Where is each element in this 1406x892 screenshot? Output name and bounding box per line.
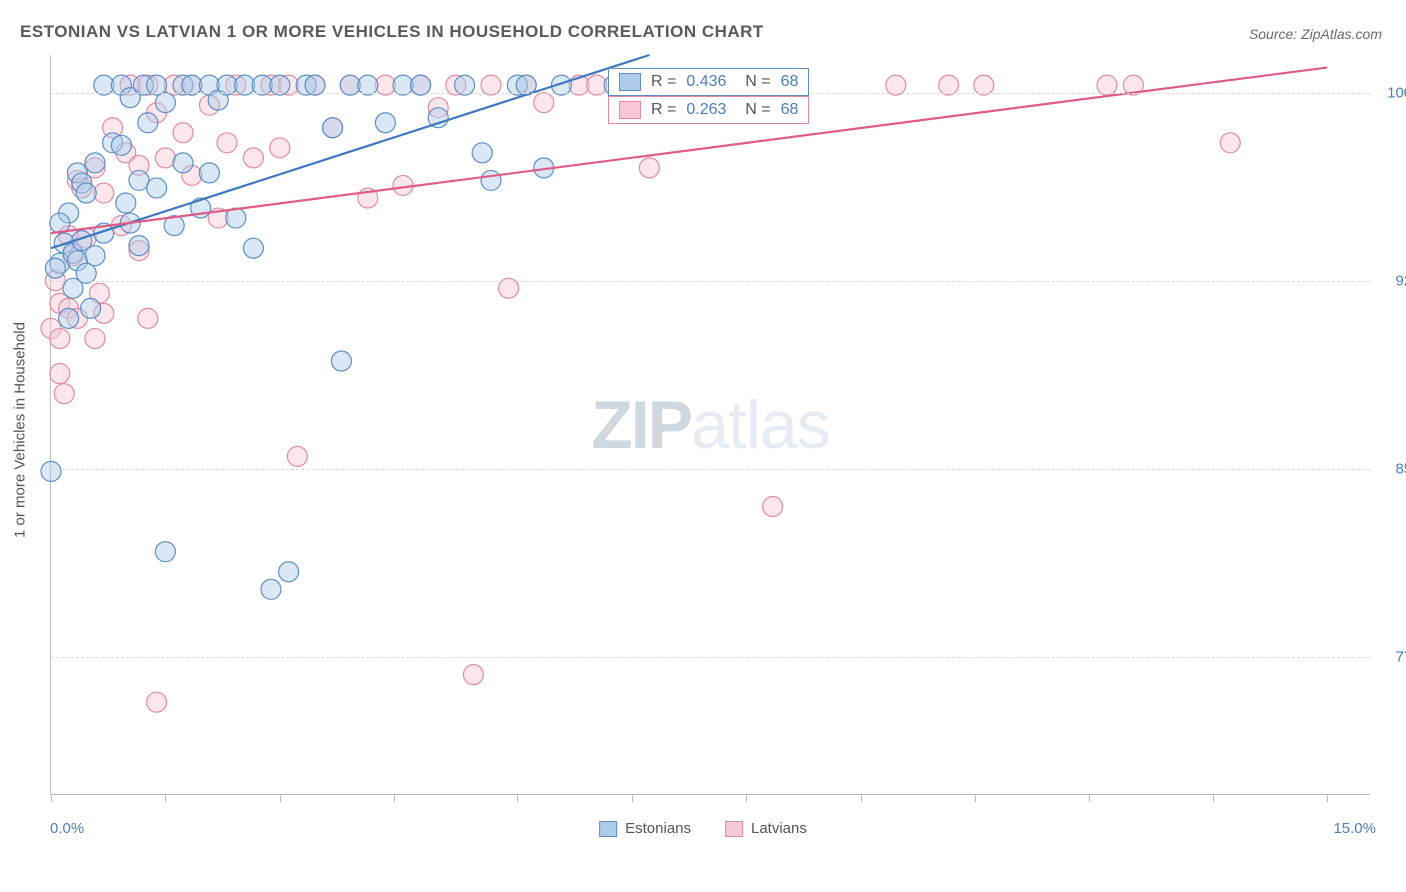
x-tick [517, 794, 518, 802]
bottom-legend: Estonians Latvians [599, 820, 807, 837]
legend-label: Latvians [751, 820, 807, 837]
data-point [463, 665, 483, 685]
data-point [85, 153, 105, 173]
data-point [763, 497, 783, 517]
data-point [323, 118, 343, 138]
x-tick [280, 794, 281, 802]
legend-n-label: N = [736, 73, 770, 91]
x-tick [975, 794, 976, 802]
data-point [129, 236, 149, 256]
regression-legend-row: R = 0.436 N = 68 [609, 69, 808, 95]
x-tick [51, 794, 52, 802]
data-point [261, 579, 281, 599]
data-point [155, 148, 175, 168]
gridline [51, 469, 1370, 470]
source-credit: Source: ZipAtlas.com [1249, 26, 1382, 42]
data-point [279, 562, 299, 582]
legend-swatch [725, 821, 743, 837]
chart-svg [51, 55, 1370, 794]
x-tick [1089, 794, 1090, 802]
legend-r-label: R = [651, 73, 676, 91]
x-axis-min-label: 0.0% [50, 820, 84, 837]
gridline [51, 657, 1370, 658]
data-point [481, 170, 501, 190]
chart-title: ESTONIAN VS LATVIAN 1 OR MORE VEHICLES I… [20, 22, 764, 42]
data-point [270, 138, 290, 158]
data-point [138, 113, 158, 133]
data-point [155, 93, 175, 113]
data-point [50, 364, 70, 384]
data-point [173, 153, 193, 173]
data-point [147, 178, 167, 198]
x-tick [1213, 794, 1214, 802]
data-point [1220, 133, 1240, 153]
legend-r-value: 0.436 [686, 73, 726, 91]
data-point [155, 542, 175, 562]
legend-r-label: R = [651, 101, 676, 119]
data-point [50, 328, 70, 348]
y-tick-label: 100.0% [1378, 84, 1406, 101]
legend-r-value: 0.263 [686, 101, 726, 119]
data-point [85, 328, 105, 348]
legend-n-value: 68 [781, 101, 799, 119]
x-axis-max-label: 15.0% [1333, 820, 1376, 837]
y-tick-label: 92.5% [1378, 272, 1406, 289]
data-point [375, 113, 395, 133]
legend-n-value: 68 [781, 73, 799, 91]
legend-swatch [619, 101, 641, 119]
data-point [138, 308, 158, 328]
legend-n-label: N = [736, 101, 770, 119]
data-point [243, 238, 263, 258]
x-tick [632, 794, 633, 802]
x-tick [165, 794, 166, 802]
data-point [639, 158, 659, 178]
data-point [59, 308, 79, 328]
legend-label: Estonians [625, 820, 691, 837]
data-point [472, 143, 492, 163]
legend-swatch [599, 821, 617, 837]
data-point [76, 183, 96, 203]
data-point [54, 384, 74, 404]
data-point [94, 183, 114, 203]
data-point [147, 692, 167, 712]
bottom-legend-item: Estonians [599, 820, 691, 837]
data-point [85, 246, 105, 266]
data-point [111, 135, 131, 155]
plot-area: ZIPatlas 100.0%92.5%85.0%77.5%R = 0.436 … [50, 55, 1370, 795]
data-point [173, 123, 193, 143]
data-point [534, 93, 554, 113]
regression-legend-row: R = 0.263 N = 68 [609, 97, 808, 123]
data-point [45, 258, 65, 278]
x-tick [394, 794, 395, 802]
data-point [217, 133, 237, 153]
y-tick-label: 77.5% [1378, 649, 1406, 666]
legend-swatch [619, 73, 641, 91]
data-point [129, 170, 149, 190]
data-point [243, 148, 263, 168]
y-tick-label: 85.0% [1378, 460, 1406, 477]
gridline [51, 281, 1370, 282]
data-point [116, 193, 136, 213]
x-tick [861, 794, 862, 802]
data-point [287, 446, 307, 466]
y-axis-title: 1 or more Vehicles in Household [12, 322, 29, 538]
data-point [81, 298, 101, 318]
bottom-legend-item: Latvians [725, 820, 807, 837]
data-point [331, 351, 351, 371]
data-point [41, 461, 61, 481]
x-tick [746, 794, 747, 802]
x-tick [1327, 794, 1328, 802]
data-point [199, 163, 219, 183]
